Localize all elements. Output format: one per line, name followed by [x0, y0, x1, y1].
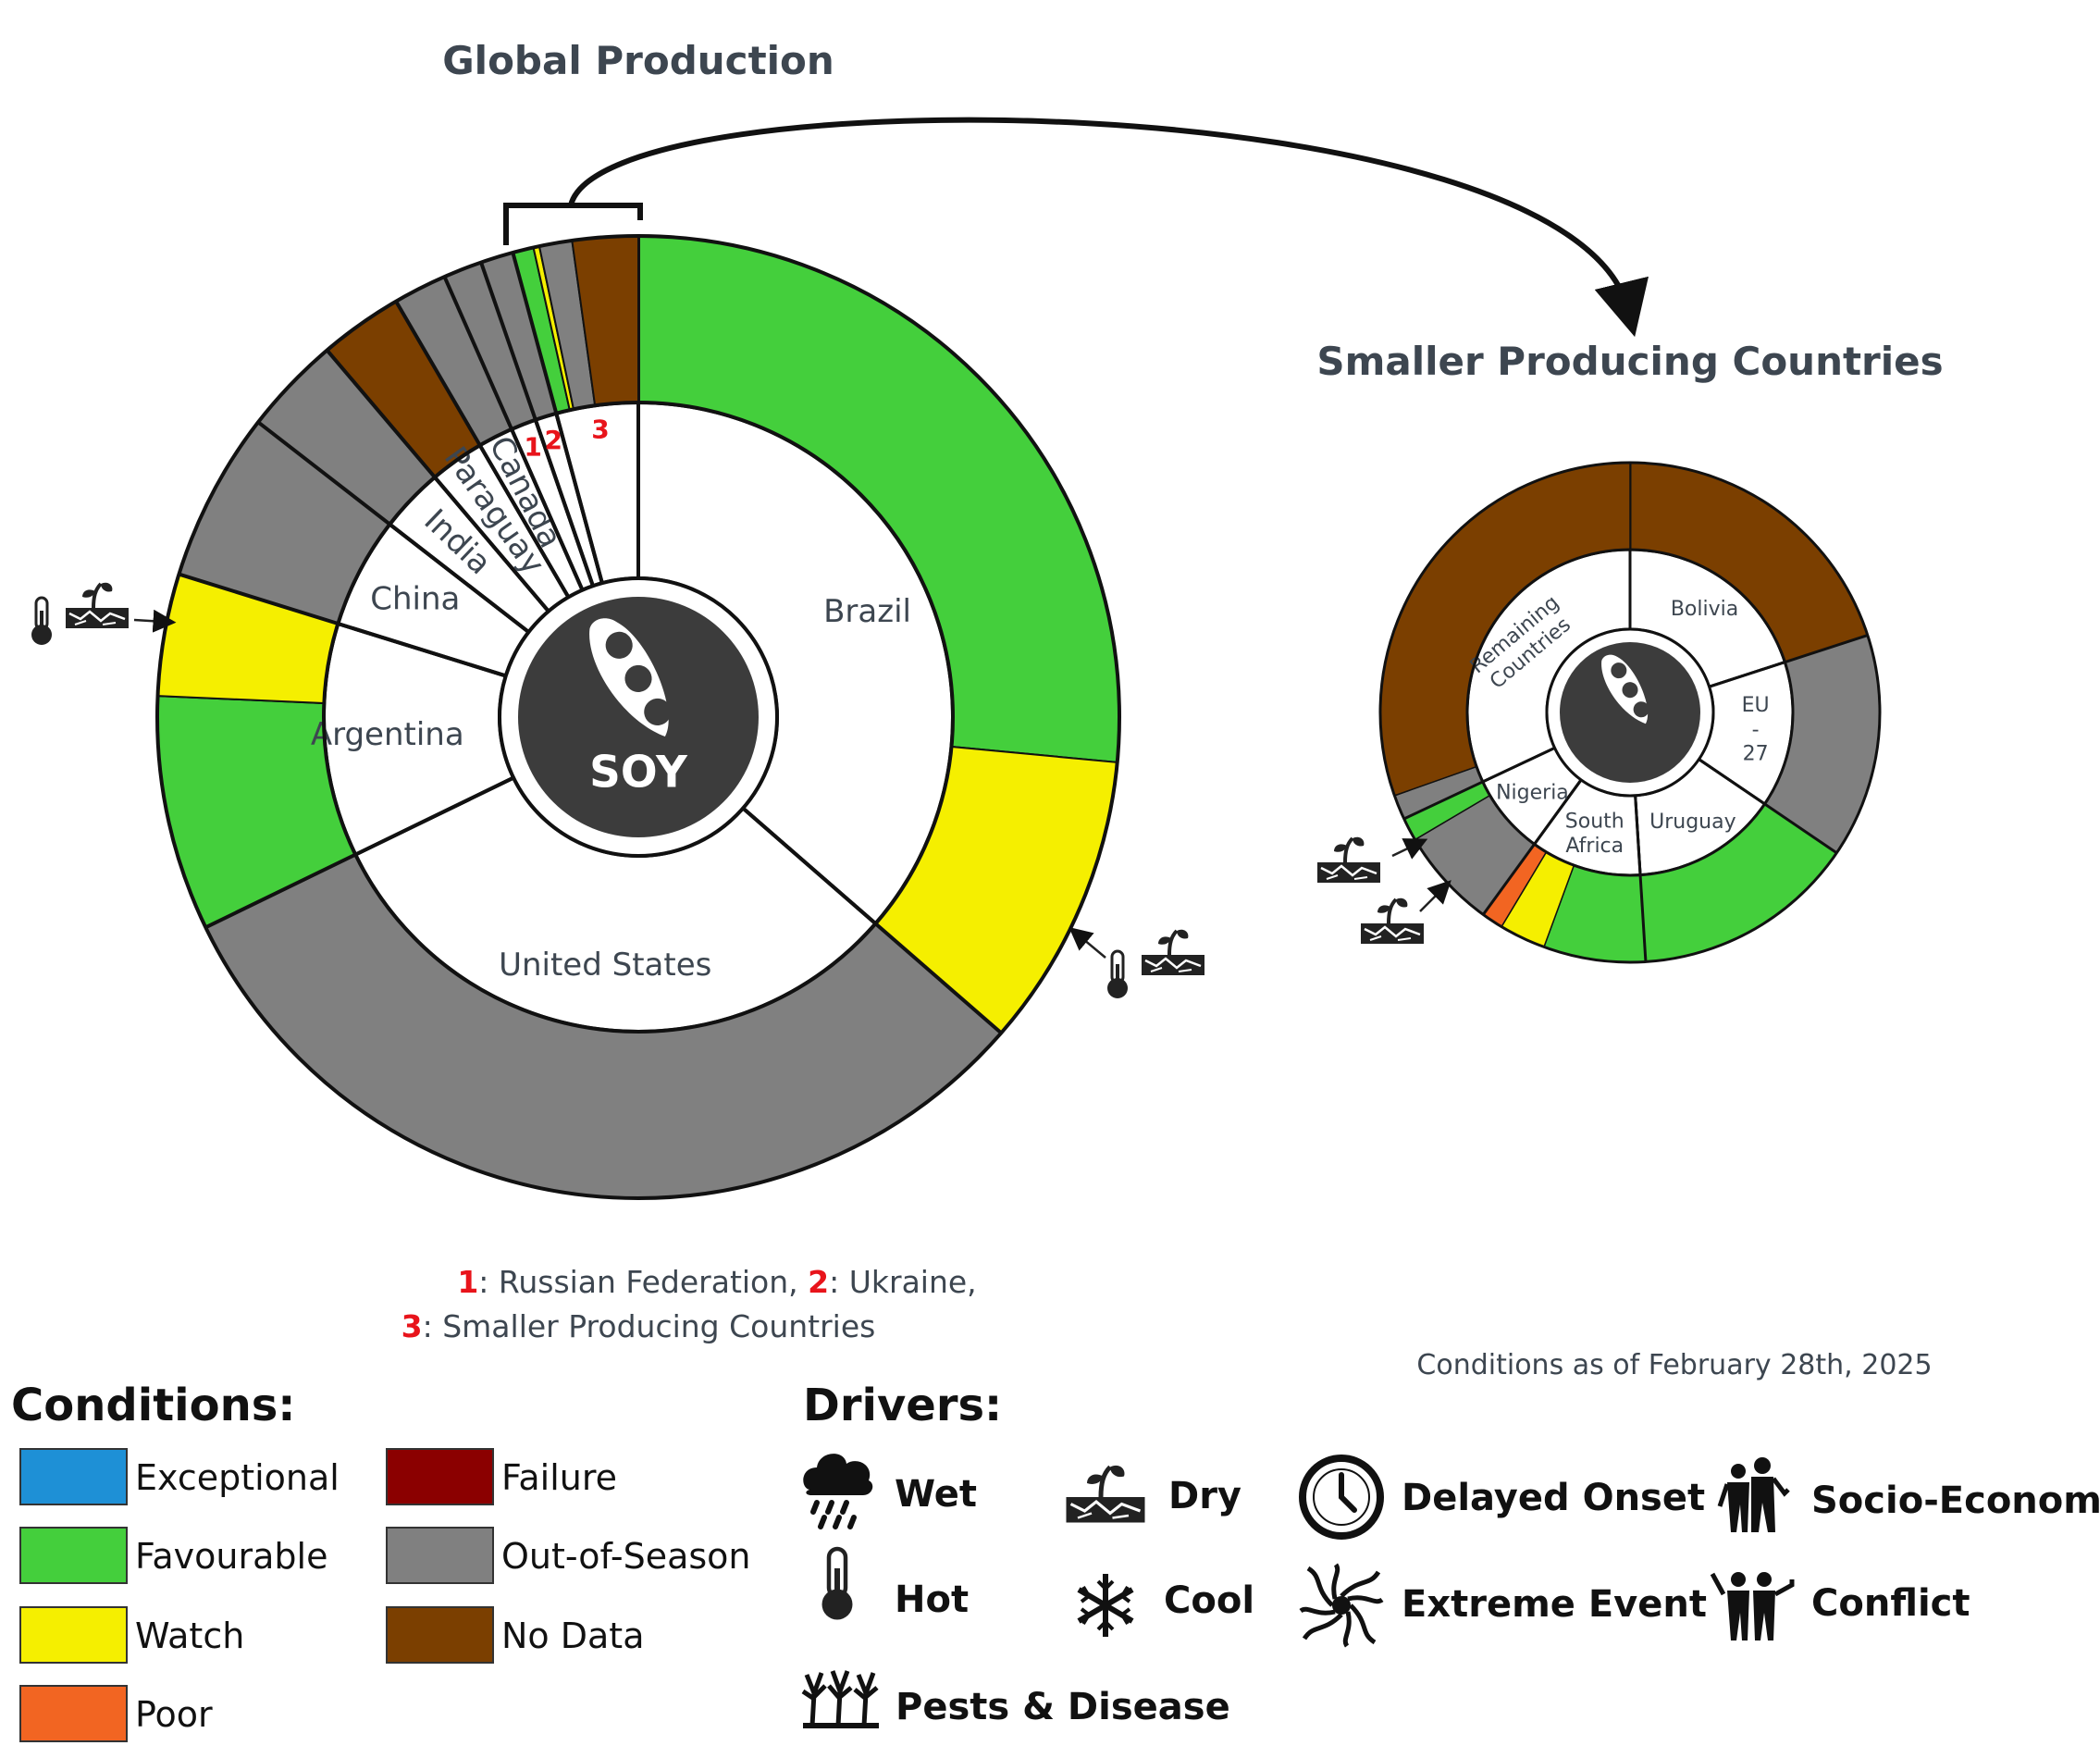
driver-label-socio-economic: Socio-Economic [1811, 1479, 2100, 1522]
dry-icon [1359, 896, 1426, 946]
drivers-legend-title: Drivers: [803, 1380, 1002, 1431]
country-label-russian-federation: 1 [524, 432, 541, 463]
drivers-legend: Wet Hot Pests & Disease Dry Cool [801, 1454, 2100, 1728]
driver-label-cool: Cool [1164, 1579, 1254, 1622]
smaller-producing-title: Smaller Producing Countries [1316, 339, 1943, 384]
connector-arrow [568, 117, 1649, 338]
legend-label-exceptional: Exceptional [135, 1457, 340, 1498]
legend-swatch-poor [19, 1685, 128, 1742]
brazil-drivers-annotation [1069, 926, 1206, 1000]
driver-label-delayed-onset: Delayed Onset [1402, 1477, 1705, 1519]
driver-label-dry: Dry [1168, 1475, 1241, 1517]
conflict-icon [1710, 1572, 1795, 1640]
wet-icon [803, 1454, 873, 1529]
country-label-ukraine: 2 [545, 425, 562, 455]
global-production-title: Global Production [442, 38, 834, 83]
country-label-china: China [370, 581, 460, 618]
driver-label-pests: Pests & Disease [896, 1686, 1230, 1728]
hot-icon-large [822, 1549, 853, 1620]
country-label-argentina: Argentina [311, 716, 464, 753]
extreme-event-icon [1299, 1563, 1384, 1648]
legend-label-poor: Poor [135, 1694, 213, 1735]
driver-label-wet: Wet [895, 1473, 977, 1516]
country-label-bolivia: Bolivia [1671, 598, 1738, 621]
driver-label-extreme-event: Extreme Event [1402, 1583, 1707, 1626]
hot-icon [30, 596, 54, 647]
dry-icon [64, 580, 130, 630]
driver-label-hot: Hot [895, 1578, 969, 1621]
legend-swatch-exceptional [19, 1448, 128, 1505]
conditions-legend-title: Conditions: [11, 1380, 296, 1431]
country-label-eu-27: EU -27 [1742, 694, 1770, 766]
country-label-south-africa: South Africa [1565, 810, 1624, 857]
footnote-line-2: 3: Smaller Producing Countries [401, 1308, 876, 1344]
dry-icon [1067, 1466, 1145, 1523]
conditions-date: Conditions as of February 28th, 2025 [1416, 1349, 1932, 1381]
driver-label-conflict: Conflict [1811, 1582, 1970, 1625]
dry-icon [1316, 835, 1382, 885]
soybean-icon [589, 618, 672, 737]
soybean-icon [1601, 654, 1649, 724]
country-label-nigeria: Nigeria [1496, 781, 1569, 804]
argentina-drivers-annotation [30, 580, 177, 647]
country-label-uruguay: Uruguay [1649, 811, 1736, 834]
hot-icon [1106, 949, 1130, 1000]
dry-icon [1140, 927, 1206, 977]
legend-swatch-watch [19, 1606, 128, 1664]
country-label-brazil: Brazil [823, 593, 911, 630]
legend-label-watch: Watch [135, 1616, 244, 1656]
legend-label-no-data: No Data [501, 1616, 645, 1656]
footnote-line-1: 1: Russian Federation, 2: Ukraine, [457, 1264, 976, 1300]
legend-swatch-failure [386, 1448, 494, 1505]
delayed-onset-icon [1299, 1455, 1384, 1540]
legend-label-failure: Failure [501, 1457, 617, 1498]
socio-economic-icon [1717, 1457, 1790, 1532]
conditions-legend: Exceptional Favourable Watch Poor Failure Out… [19, 1448, 751, 1742]
country-label-smaller-producing-countries: 3 [591, 415, 609, 445]
cool-icon [1077, 1574, 1134, 1637]
south-africa-drivers-annotation [1316, 835, 1451, 946]
legend-swatch-favourable [19, 1527, 128, 1584]
soy-center-label: SOY [589, 748, 688, 798]
pests-disease-icon [801, 1670, 879, 1728]
legend-label-out-of-season: Out-of-Season [501, 1536, 751, 1577]
legend-swatch-no-data [386, 1606, 494, 1664]
legend-swatch-out-of-season [386, 1527, 494, 1584]
legend-label-favourable: Favourable [135, 1536, 327, 1577]
country-label-united-states: United States [499, 947, 711, 984]
